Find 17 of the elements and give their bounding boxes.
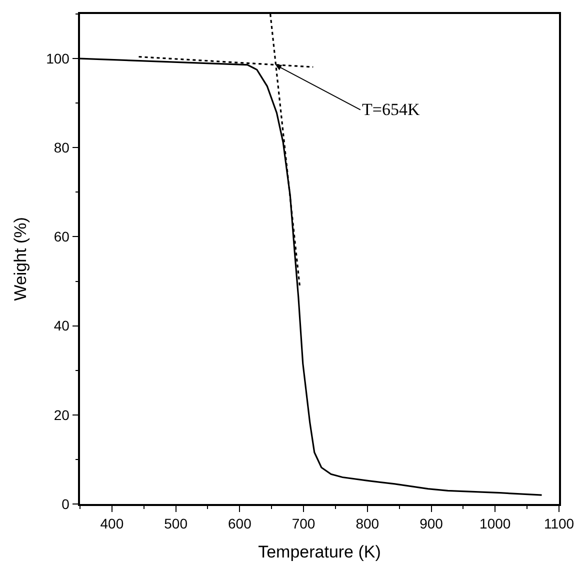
- x-tick-label: 500: [164, 516, 188, 532]
- y-tick-label: 100: [46, 50, 70, 66]
- y-tick-label: 0: [62, 496, 70, 512]
- x-tick-label: 1100: [544, 516, 574, 532]
- y-tick-label: 40: [54, 318, 70, 334]
- y-axis-title: Weight (%): [11, 217, 30, 301]
- x-tick-label: 1000: [480, 516, 511, 532]
- annotation: T=654K: [362, 100, 420, 119]
- x-tick-label: 400: [100, 516, 124, 532]
- x-tick-label: 900: [420, 516, 444, 532]
- x-tick-label: 800: [356, 516, 380, 532]
- y-tick-label: 20: [54, 406, 70, 423]
- x-axis-title: Temperature (K): [258, 542, 381, 562]
- x-tick-label: 700: [292, 516, 316, 532]
- y-tick-label: 80: [54, 140, 70, 156]
- y-tick-label: 60: [54, 228, 70, 245]
- x-tick-label: 600: [228, 516, 252, 532]
